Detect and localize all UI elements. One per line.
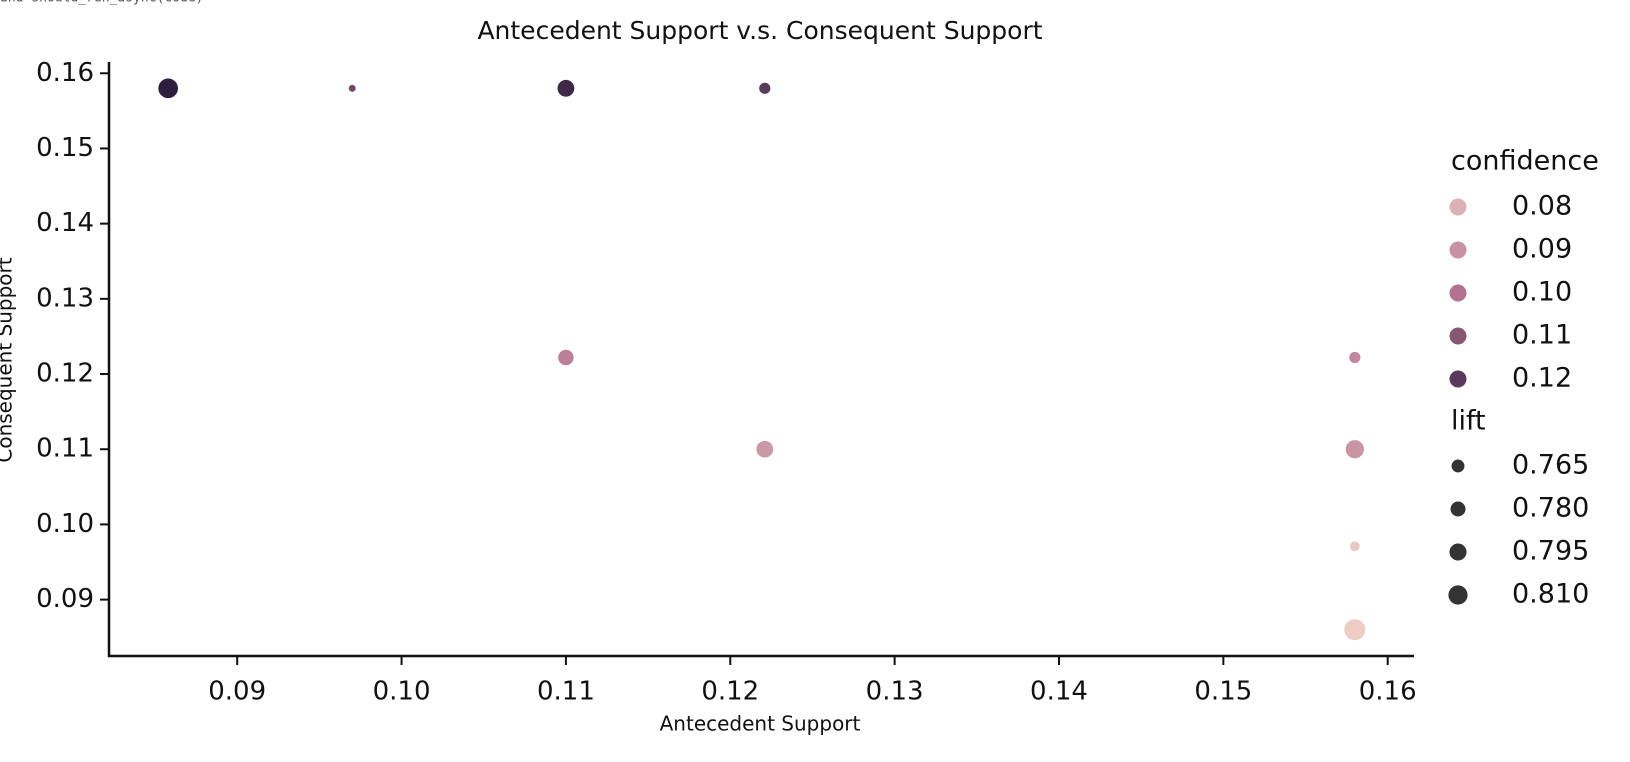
y-tick-label: 0.15 bbox=[36, 133, 94, 163]
x-tick-label: 0.12 bbox=[701, 677, 759, 707]
y-tick-label: 0.14 bbox=[36, 208, 94, 238]
point bbox=[1348, 350, 1362, 365]
legend-marker bbox=[1451, 459, 1465, 473]
point bbox=[557, 348, 575, 367]
legend-label: 0.12 bbox=[1512, 363, 1572, 394]
legend-marker bbox=[1449, 327, 1467, 345]
x-axis-label: Antecedent Support bbox=[660, 712, 861, 736]
y-tick-label: 0.10 bbox=[36, 509, 94, 539]
legend-marker bbox=[1449, 370, 1467, 388]
legend-title: confidence bbox=[1451, 146, 1599, 177]
legend-marker bbox=[1449, 241, 1467, 259]
point bbox=[755, 439, 775, 459]
legend-marker bbox=[1449, 284, 1467, 302]
point bbox=[347, 83, 357, 93]
point bbox=[1344, 439, 1365, 460]
legend-label: 0.08 bbox=[1512, 191, 1572, 222]
x-tick-label: 0.14 bbox=[1030, 677, 1088, 707]
legend-marker bbox=[1449, 543, 1467, 561]
x-tick-label: 0.09 bbox=[208, 677, 266, 707]
y-tick-label: 0.09 bbox=[36, 584, 94, 614]
legend-label: 0.765 bbox=[1512, 450, 1589, 481]
legend-label: 0.09 bbox=[1512, 234, 1572, 265]
point bbox=[758, 81, 772, 95]
legend-label: 0.795 bbox=[1512, 536, 1589, 567]
x-tick-label: 0.13 bbox=[866, 677, 924, 707]
point bbox=[1348, 540, 1361, 553]
y-tick-label: 0.16 bbox=[36, 58, 94, 88]
legend-marker bbox=[1448, 585, 1468, 605]
y-tick-label: 0.13 bbox=[36, 283, 94, 313]
stderr-text: and should_run_async(code) bbox=[0, 0, 204, 6]
point bbox=[1343, 618, 1367, 642]
legend-marker bbox=[1450, 501, 1466, 517]
legend-label: 0.11 bbox=[1512, 320, 1572, 351]
y-tick-label: 0.11 bbox=[36, 434, 94, 464]
x-tick-label: 0.16 bbox=[1359, 677, 1417, 707]
legend-label: 0.780 bbox=[1512, 493, 1589, 524]
x-tick-label: 0.15 bbox=[1194, 677, 1252, 707]
point bbox=[556, 78, 576, 98]
legend-marker bbox=[1449, 198, 1467, 216]
y-axis-label: Consequent Support bbox=[0, 257, 17, 462]
legend-label: 0.10 bbox=[1512, 277, 1572, 308]
y-tick-label: 0.12 bbox=[36, 359, 94, 389]
chart-title: Antecedent Support v.s. Consequent Suppo… bbox=[477, 16, 1042, 45]
x-tick-label: 0.10 bbox=[373, 677, 431, 707]
legend-label: 0.810 bbox=[1512, 579, 1589, 610]
x-tick-label: 0.11 bbox=[537, 677, 595, 707]
point bbox=[157, 77, 179, 100]
legend-title: lift bbox=[1451, 406, 1486, 437]
